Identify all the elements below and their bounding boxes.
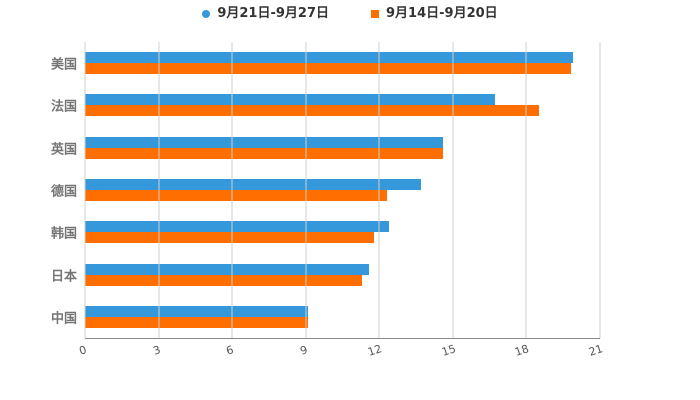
bar xyxy=(85,316,309,328)
bar xyxy=(85,305,309,317)
bar xyxy=(85,232,375,244)
gridline xyxy=(599,42,601,338)
legend-item-sep14-20[interactable]: 9月14日-9月20日 xyxy=(371,6,498,22)
bar xyxy=(85,105,539,117)
bar xyxy=(85,94,495,106)
category-label: 中国 xyxy=(50,311,77,327)
legend: 9月21日-9月27日 9月14日-9月20日 xyxy=(0,6,700,22)
gridline xyxy=(525,42,527,338)
category-label: 法国 xyxy=(50,99,77,115)
bar xyxy=(85,63,571,75)
bar xyxy=(85,263,370,275)
bar xyxy=(85,179,421,190)
gridline xyxy=(305,42,307,338)
bar xyxy=(85,147,444,159)
x-tick-label: 21 xyxy=(587,342,605,359)
x-tick-label: 15 xyxy=(439,342,458,359)
bar xyxy=(85,136,444,148)
x-tick-label: 18 xyxy=(513,342,531,359)
category-label: 德国 xyxy=(50,184,77,200)
gridline xyxy=(84,42,86,338)
legend-label: 9月14日-9月20日 xyxy=(386,6,498,21)
legend-label: 9月21日-9月27日 xyxy=(217,6,329,21)
x-tick-label: 3 xyxy=(151,343,162,358)
bar xyxy=(85,190,387,201)
legend-item-sep21-27[interactable]: 9月21日-9月27日 xyxy=(202,6,329,22)
gridline xyxy=(378,42,380,338)
x-tick-label: 12 xyxy=(366,342,384,359)
x-tick-label: 6 xyxy=(224,343,236,358)
x-tick-label: 9 xyxy=(298,343,309,358)
gridline xyxy=(158,42,160,338)
category-label: 美国 xyxy=(50,57,77,73)
bar xyxy=(85,274,363,286)
legend-marker-circle-icon xyxy=(202,10,211,18)
gridline xyxy=(452,42,454,338)
x-tick-label: 0 xyxy=(77,343,89,358)
category-label: 英国 xyxy=(50,142,77,158)
category-label: 韩国 xyxy=(50,226,77,242)
legend-marker-square-icon xyxy=(371,10,379,18)
bar xyxy=(85,221,390,233)
category-label: 日本 xyxy=(50,269,77,285)
plot-area: 美国法国英国德国韩国日本中国 0 3 6 9 12 15 18 21 xyxy=(51,42,604,359)
bar xyxy=(85,52,574,64)
gridline xyxy=(231,42,233,338)
